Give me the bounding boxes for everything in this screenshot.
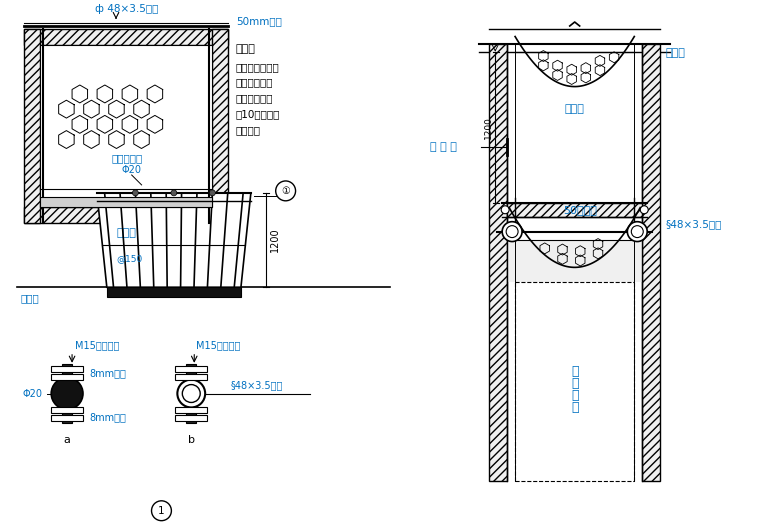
Bar	[176, 365, 207, 372]
Text: §48×3.5钉管: §48×3.5钉管	[231, 380, 283, 390]
Text: @150: @150	[117, 254, 143, 263]
Bar	[107, 287, 241, 297]
Text: 50mm间隙: 50mm间隙	[236, 16, 282, 26]
Circle shape	[632, 226, 643, 238]
Text: 坑: 坑	[571, 401, 578, 414]
Text: b: b	[188, 435, 195, 445]
Bar	[24, 29, 228, 45]
Bar	[507, 239, 642, 282]
Text: 1200: 1200	[484, 116, 493, 139]
Text: 梯: 梯	[571, 377, 578, 390]
Text: 踢脚板: 踢脚板	[21, 293, 40, 303]
Bar	[176, 373, 207, 380]
Text: 井: 井	[571, 389, 578, 402]
Bar	[186, 364, 196, 423]
Bar	[642, 44, 660, 481]
Bar	[51, 365, 83, 372]
Text: ①: ①	[281, 186, 290, 196]
Text: M15膨胀螺栓: M15膨胀螺栓	[196, 340, 241, 350]
Bar	[176, 415, 207, 421]
Bar	[40, 197, 212, 207]
Bar	[24, 29, 40, 223]
Circle shape	[210, 190, 215, 196]
Circle shape	[132, 190, 138, 196]
Circle shape	[640, 206, 648, 214]
Bar	[212, 29, 228, 223]
Text: 1: 1	[158, 506, 165, 516]
Text: 电: 电	[571, 365, 578, 378]
Bar	[51, 415, 83, 421]
Bar	[62, 364, 72, 423]
Text: a: a	[64, 435, 71, 445]
Text: 8mm钉板: 8mm钉板	[89, 412, 126, 422]
Text: 穿脚手架管；: 穿脚手架管；	[236, 78, 274, 88]
Text: 安全网: 安全网	[565, 104, 584, 114]
Text: 说明：: 说明：	[236, 44, 256, 54]
Text: 施工层: 施工层	[665, 48, 685, 58]
Bar	[40, 45, 212, 207]
Text: 每二层（不大: 每二层（不大	[236, 94, 274, 104]
Circle shape	[177, 380, 205, 408]
Text: ф 48×3.5钉管: ф 48×3.5钉管	[94, 4, 158, 14]
Text: 8mm钉板: 8mm钉板	[89, 369, 126, 379]
Text: 在墙上预留孔，: 在墙上预留孔，	[236, 62, 280, 72]
Bar	[489, 44, 507, 481]
Circle shape	[182, 385, 200, 403]
Circle shape	[627, 222, 648, 242]
Text: 道安全网: 道安全网	[236, 126, 261, 135]
Polygon shape	[97, 193, 251, 287]
Bar	[507, 203, 642, 217]
Text: M15膨胀螺栓: M15膨胀螺栓	[75, 340, 119, 350]
Bar	[51, 373, 83, 380]
Text: 钉筋铁栅门: 钉筋铁栅门	[112, 153, 143, 163]
Circle shape	[171, 190, 177, 196]
Text: Φ20: Φ20	[122, 165, 141, 175]
Text: 于10米）设一: 于10米）设一	[236, 110, 280, 119]
Circle shape	[502, 222, 522, 242]
Text: 防护门: 防护门	[116, 228, 136, 238]
Circle shape	[506, 226, 518, 238]
Text: Φ20: Φ20	[22, 388, 43, 398]
Circle shape	[51, 378, 83, 410]
Circle shape	[501, 206, 509, 214]
Text: 1200: 1200	[270, 228, 280, 252]
Text: 50厚木板: 50厚木板	[562, 205, 597, 215]
Bar	[51, 408, 83, 413]
Bar	[24, 207, 228, 223]
Text: 防 护 门: 防 护 门	[429, 142, 457, 152]
Text: §48×3.5钉管: §48×3.5钉管	[665, 220, 721, 230]
Bar	[176, 408, 207, 413]
